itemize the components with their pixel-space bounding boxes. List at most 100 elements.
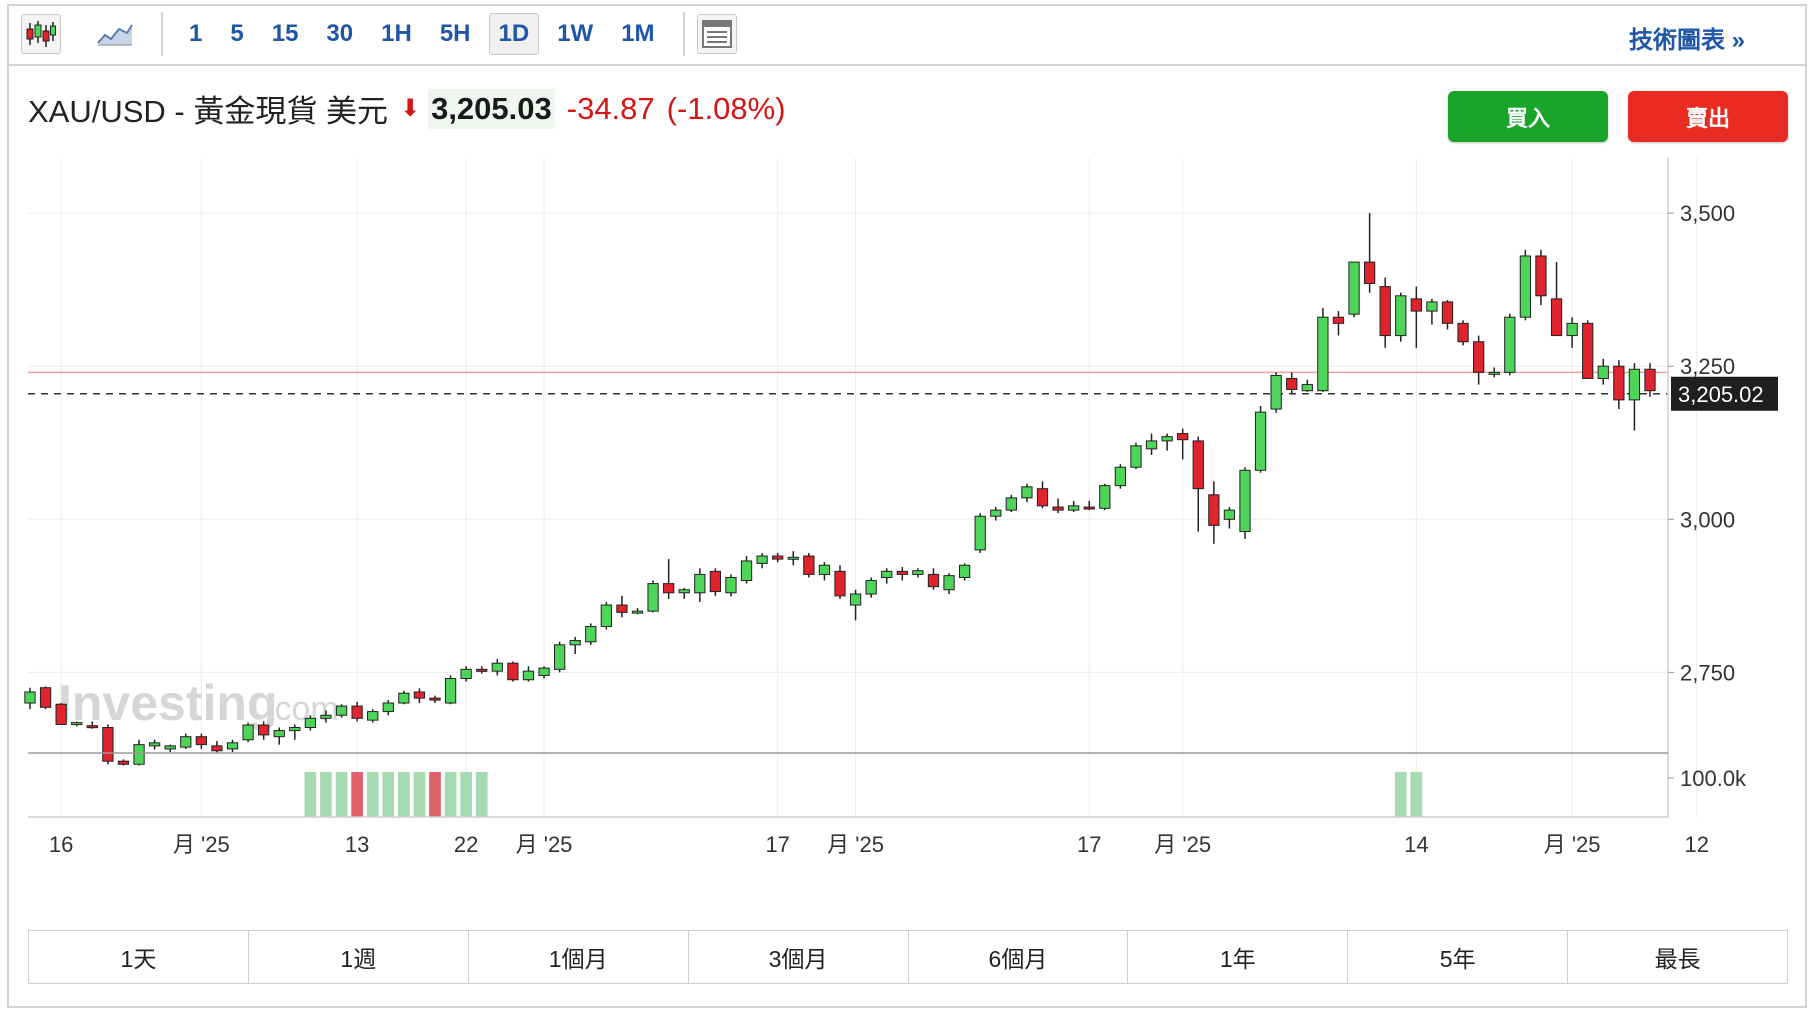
candle-body: [756, 555, 768, 564]
candle-body: [1208, 494, 1220, 526]
x-tick-label: 17: [765, 832, 789, 857]
volume-bar: [444, 772, 457, 817]
toolbar-separator: [161, 12, 163, 56]
price-chart[interactable]: Investing .com 3,500 3,250 3,000 2,750 100.0…: [0, 0, 1815, 930]
candle-body: [740, 560, 753, 582]
candle-body: [195, 736, 207, 746]
technical-chart-link[interactable]: 技術圖表 »: [1628, 27, 1745, 54]
candle-body: [1457, 322, 1469, 343]
timeframe-5h[interactable]: 5H: [439, 20, 471, 47]
candle-body: [164, 745, 176, 750]
toolbar-separator: [682, 12, 685, 56]
timeframe-15min[interactable]: 15: [271, 20, 299, 47]
candle-body: [881, 570, 893, 578]
quote-header: XAU/USD - 黃金現貨 美元 ⬇ 3,205.03 -34.87 (-1.…: [28, 86, 786, 131]
timeframe-1w[interactable]: 1W: [557, 20, 594, 47]
candle-body: [491, 662, 503, 672]
volume-axis-label: 100.0k: [1680, 766, 1747, 791]
area-chart-icon[interactable]: [95, 14, 135, 54]
candle-body: [1628, 368, 1641, 401]
candle-body: [585, 625, 597, 643]
price-change: -34.87: [566, 90, 655, 126]
volume-bar: [351, 772, 363, 817]
candle-body: [1613, 365, 1625, 401]
range-6month[interactable]: 6個月: [909, 931, 1129, 983]
candle-body: [1145, 440, 1158, 450]
candle-body: [1535, 255, 1547, 297]
candle-body: [1239, 469, 1251, 533]
candle-body: [117, 760, 130, 765]
candle-body: [927, 573, 940, 588]
x-tick-label: 月 '25: [1544, 832, 1601, 857]
candle-body: [102, 727, 114, 762]
layout-icon[interactable]: [696, 14, 737, 54]
candle-body: [351, 705, 363, 719]
watermark-suffix: .com: [265, 690, 339, 728]
timeframe-30min[interactable]: 30: [326, 20, 354, 47]
candle-body: [398, 692, 410, 704]
sell-button[interactable]: 賣出: [1628, 91, 1788, 142]
candle-body: [55, 703, 67, 725]
timeframe-1d[interactable]: 1D: [488, 13, 540, 55]
candle-body: [522, 670, 535, 681]
x-tick-label: 13: [345, 832, 369, 857]
range-1year[interactable]: 1年: [1128, 931, 1349, 983]
candle-body: [1021, 486, 1033, 499]
volume-bar: [1410, 772, 1423, 817]
y-tick-label: 3,000: [1680, 507, 1735, 532]
candle-body: [865, 580, 877, 595]
candle-body: [1083, 506, 1095, 510]
timeframe-5min[interactable]: 5: [230, 20, 244, 47]
candle-body: [1114, 466, 1127, 487]
current-price-label: 3,205.02: [1678, 382, 1764, 407]
volume-bar: [429, 772, 441, 817]
range-1week[interactable]: 1週: [249, 931, 469, 983]
candle-body: [476, 668, 488, 672]
candle-body: [631, 610, 644, 614]
candle-body: [694, 573, 706, 594]
candle-body: [678, 589, 690, 594]
instrument-title: XAU/USD - 黃金現貨 美元: [28, 94, 388, 129]
buy-button[interactable]: 買入: [1448, 91, 1608, 142]
x-tick-label: 月 '25: [173, 832, 230, 857]
candlestick-icon[interactable]: [21, 14, 61, 54]
candle-body: [413, 691, 426, 699]
timeframe-1h[interactable]: 1H: [381, 20, 412, 47]
candle-body: [974, 515, 986, 551]
chart-widget-frame: [7, 4, 1807, 1008]
candle-body: [803, 555, 815, 575]
x-tick-label: 17: [1077, 832, 1101, 857]
candle-body: [1254, 411, 1267, 471]
candle-body: [1052, 506, 1064, 511]
candle-body: [1504, 316, 1516, 373]
price-lines: [28, 371, 1668, 395]
candle-body: [1644, 368, 1656, 392]
candle-body: [1317, 316, 1329, 392]
timeframe-1min[interactable]: 1: [189, 20, 203, 47]
candle-body: [958, 564, 971, 578]
candlestick-series: [24, 213, 1656, 766]
chart-grid: [28, 158, 1698, 817]
volume-bar: [1394, 772, 1407, 817]
candle-body: [1379, 286, 1391, 337]
candle-body: [647, 583, 659, 612]
range-3month[interactable]: 3個月: [689, 931, 909, 983]
candle-body: [180, 736, 192, 748]
range-1day[interactable]: 1天: [29, 931, 249, 983]
range-5year[interactable]: 5年: [1348, 931, 1569, 983]
candle-body: [382, 702, 394, 713]
candle-body: [1192, 440, 1204, 490]
candle-body: [834, 570, 846, 597]
volume-bar: [382, 772, 395, 817]
candle-body: [1410, 298, 1422, 312]
volume-bar: [413, 772, 426, 817]
candle-body: [569, 640, 581, 646]
candle-body: [1519, 255, 1532, 318]
candle-body: [1286, 377, 1298, 390]
candle-body: [1473, 341, 1485, 373]
candle-body: [273, 730, 285, 738]
timeframe-1m[interactable]: 1M: [621, 20, 655, 47]
range-max[interactable]: 最長: [1654, 946, 1701, 972]
candle-body: [553, 644, 566, 670]
range-1month[interactable]: 1個月: [469, 931, 689, 983]
